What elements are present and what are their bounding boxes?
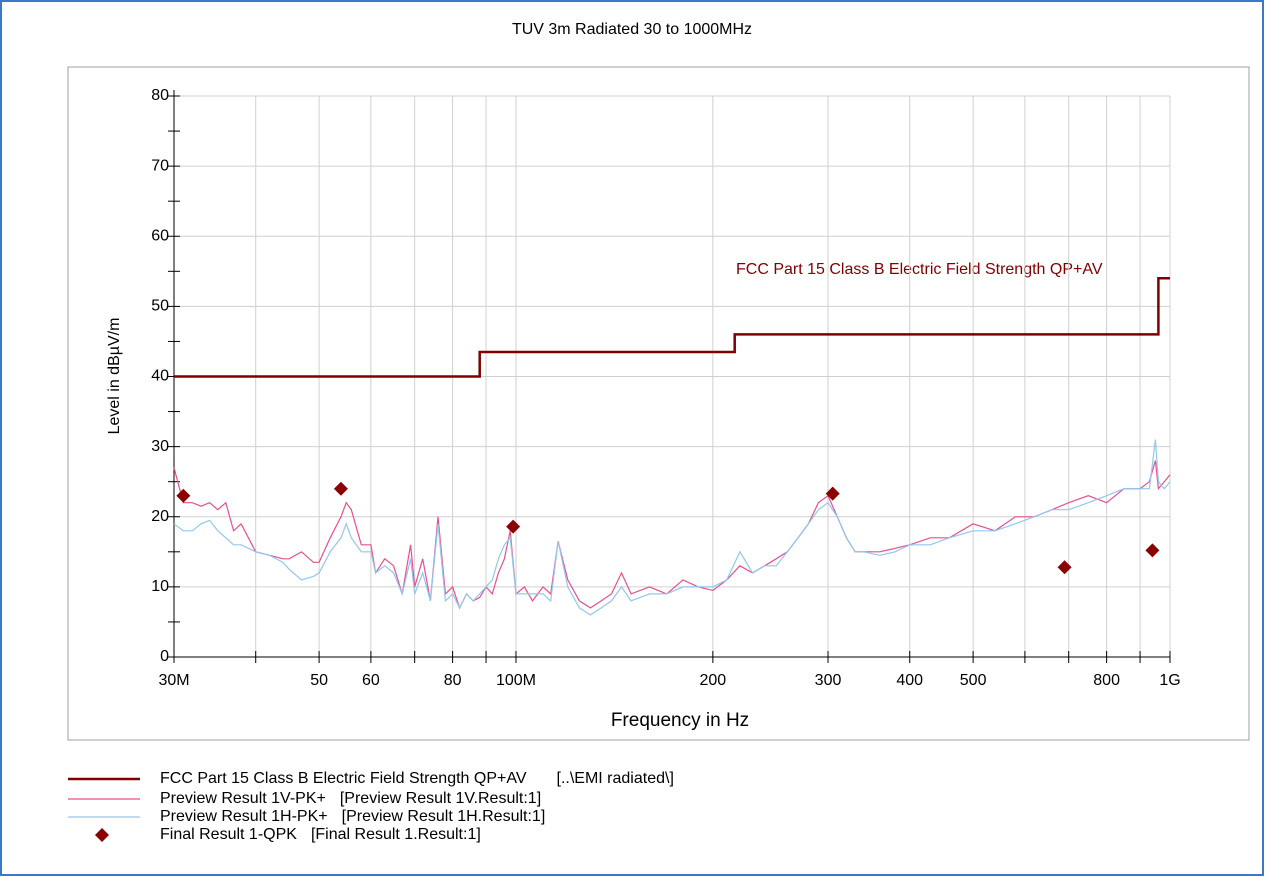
- legend-marker: [95, 828, 109, 842]
- annotation: FCC Part 15 Class B Electric Field Stren…: [736, 261, 1103, 278]
- legend-source: [Preview Result 1V.Result:1]: [340, 790, 541, 807]
- marker: [1145, 543, 1160, 558]
- y-tick-label: 30: [151, 438, 169, 455]
- legend-label: Final Result 1-QPK: [160, 826, 297, 843]
- x-tick-label: 400: [896, 672, 923, 689]
- x-tick-label: 80: [444, 672, 462, 689]
- marker: [1057, 560, 1072, 575]
- marker: [506, 519, 521, 534]
- y-tick-label: 10: [151, 578, 169, 595]
- x-tick-label: 1G: [1159, 672, 1180, 689]
- marker: [176, 488, 191, 503]
- x-tick-label: 60: [362, 672, 380, 689]
- y-tick-label: 50: [151, 298, 169, 315]
- y-tick-label: 0: [160, 648, 169, 665]
- y-tick-label: 70: [151, 157, 169, 174]
- x-tick-label: 200: [700, 672, 727, 689]
- series-line: [173, 439, 1171, 616]
- legend-label: Preview Result 1V-PK+: [160, 790, 326, 807]
- legend-source: [Preview Result 1H.Result:1]: [342, 808, 546, 825]
- legend-source: [Final Result 1.Result:1]: [311, 826, 481, 843]
- x-tick-label: 300: [815, 672, 842, 689]
- legend-label: Preview Result 1H-PK+: [160, 808, 328, 825]
- marker: [825, 486, 840, 501]
- legend-label: FCC Part 15 Class B Electric Field Stren…: [160, 770, 527, 787]
- y-tick-label: 20: [151, 508, 169, 525]
- x-tick-label: 100M: [496, 672, 536, 689]
- marker: [333, 481, 348, 496]
- x-tick-label: 50: [310, 672, 328, 689]
- x-axis-label: Frequency in Hz: [611, 710, 749, 731]
- x-tick-label: 30M: [158, 672, 189, 689]
- x-tick-label: 500: [960, 672, 987, 689]
- chart-title: TUV 3m Radiated 30 to 1000MHz: [512, 21, 752, 38]
- y-tick-label: 80: [151, 87, 169, 104]
- series-line: [174, 277, 1170, 378]
- y-axis-label: Level in dBµV/m: [106, 318, 123, 435]
- y-tick-label: 40: [151, 368, 169, 385]
- plot-frame: [67, 66, 1250, 741]
- legend-source: [..\EMI radiated\]: [557, 770, 674, 787]
- y-tick-label: 60: [151, 227, 169, 244]
- x-tick-label: 800: [1093, 672, 1120, 689]
